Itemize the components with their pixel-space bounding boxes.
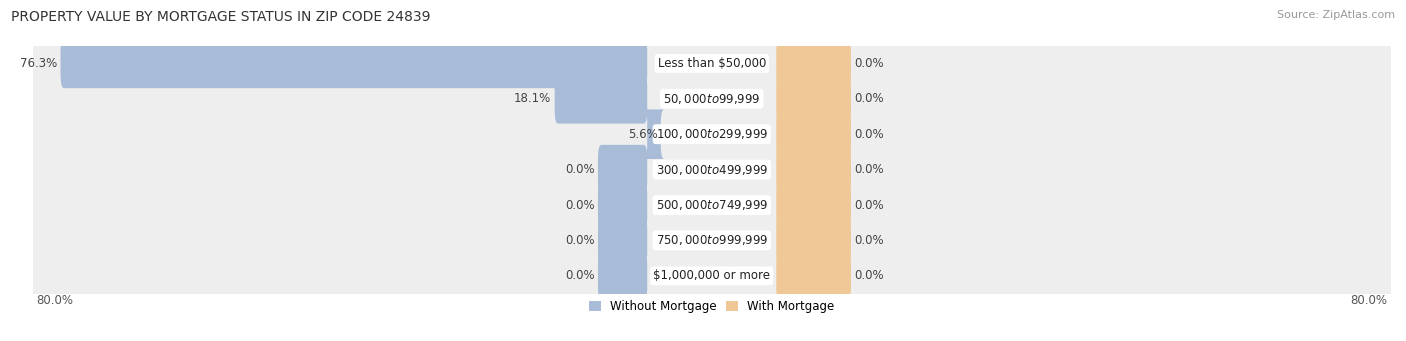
FancyBboxPatch shape bbox=[776, 145, 851, 194]
FancyBboxPatch shape bbox=[598, 180, 647, 230]
Text: 80.0%: 80.0% bbox=[37, 294, 73, 307]
FancyBboxPatch shape bbox=[555, 74, 647, 123]
FancyBboxPatch shape bbox=[776, 216, 851, 265]
Text: 0.0%: 0.0% bbox=[855, 57, 884, 70]
Text: 0.0%: 0.0% bbox=[565, 269, 595, 282]
Text: $100,000 to $299,999: $100,000 to $299,999 bbox=[655, 127, 768, 141]
Text: 0.0%: 0.0% bbox=[855, 163, 884, 176]
Text: 0.0%: 0.0% bbox=[855, 128, 884, 141]
FancyBboxPatch shape bbox=[598, 251, 647, 301]
Text: Less than $50,000: Less than $50,000 bbox=[658, 57, 766, 70]
Text: $300,000 to $499,999: $300,000 to $499,999 bbox=[655, 163, 768, 177]
Text: $750,000 to $999,999: $750,000 to $999,999 bbox=[655, 234, 768, 248]
Text: 0.0%: 0.0% bbox=[565, 163, 595, 176]
FancyBboxPatch shape bbox=[598, 216, 647, 265]
FancyBboxPatch shape bbox=[644, 109, 664, 159]
FancyBboxPatch shape bbox=[32, 103, 1392, 165]
FancyBboxPatch shape bbox=[776, 251, 851, 301]
FancyBboxPatch shape bbox=[32, 245, 1392, 307]
FancyBboxPatch shape bbox=[32, 209, 1392, 272]
Text: Source: ZipAtlas.com: Source: ZipAtlas.com bbox=[1277, 10, 1395, 20]
Text: 0.0%: 0.0% bbox=[855, 92, 884, 105]
FancyBboxPatch shape bbox=[776, 109, 851, 159]
Text: $50,000 to $99,999: $50,000 to $99,999 bbox=[664, 92, 761, 106]
Text: 0.0%: 0.0% bbox=[855, 269, 884, 282]
Text: 5.6%: 5.6% bbox=[627, 128, 658, 141]
Text: $1,000,000 or more: $1,000,000 or more bbox=[654, 269, 770, 282]
FancyBboxPatch shape bbox=[776, 74, 851, 123]
FancyBboxPatch shape bbox=[32, 174, 1392, 236]
Text: PROPERTY VALUE BY MORTGAGE STATUS IN ZIP CODE 24839: PROPERTY VALUE BY MORTGAGE STATUS IN ZIP… bbox=[11, 10, 430, 24]
FancyBboxPatch shape bbox=[32, 32, 1392, 94]
Text: 0.0%: 0.0% bbox=[565, 198, 595, 211]
FancyBboxPatch shape bbox=[776, 180, 851, 230]
FancyBboxPatch shape bbox=[60, 39, 647, 88]
Text: 76.3%: 76.3% bbox=[20, 57, 58, 70]
FancyBboxPatch shape bbox=[776, 39, 851, 88]
Text: 80.0%: 80.0% bbox=[1350, 294, 1386, 307]
FancyBboxPatch shape bbox=[32, 138, 1392, 201]
Text: 0.0%: 0.0% bbox=[855, 234, 884, 247]
Text: $500,000 to $749,999: $500,000 to $749,999 bbox=[655, 198, 768, 212]
Text: 0.0%: 0.0% bbox=[855, 198, 884, 211]
FancyBboxPatch shape bbox=[32, 68, 1392, 130]
Legend: Without Mortgage, With Mortgage: Without Mortgage, With Mortgage bbox=[583, 295, 839, 317]
Text: 0.0%: 0.0% bbox=[565, 234, 595, 247]
FancyBboxPatch shape bbox=[598, 145, 647, 194]
Text: 18.1%: 18.1% bbox=[515, 92, 551, 105]
